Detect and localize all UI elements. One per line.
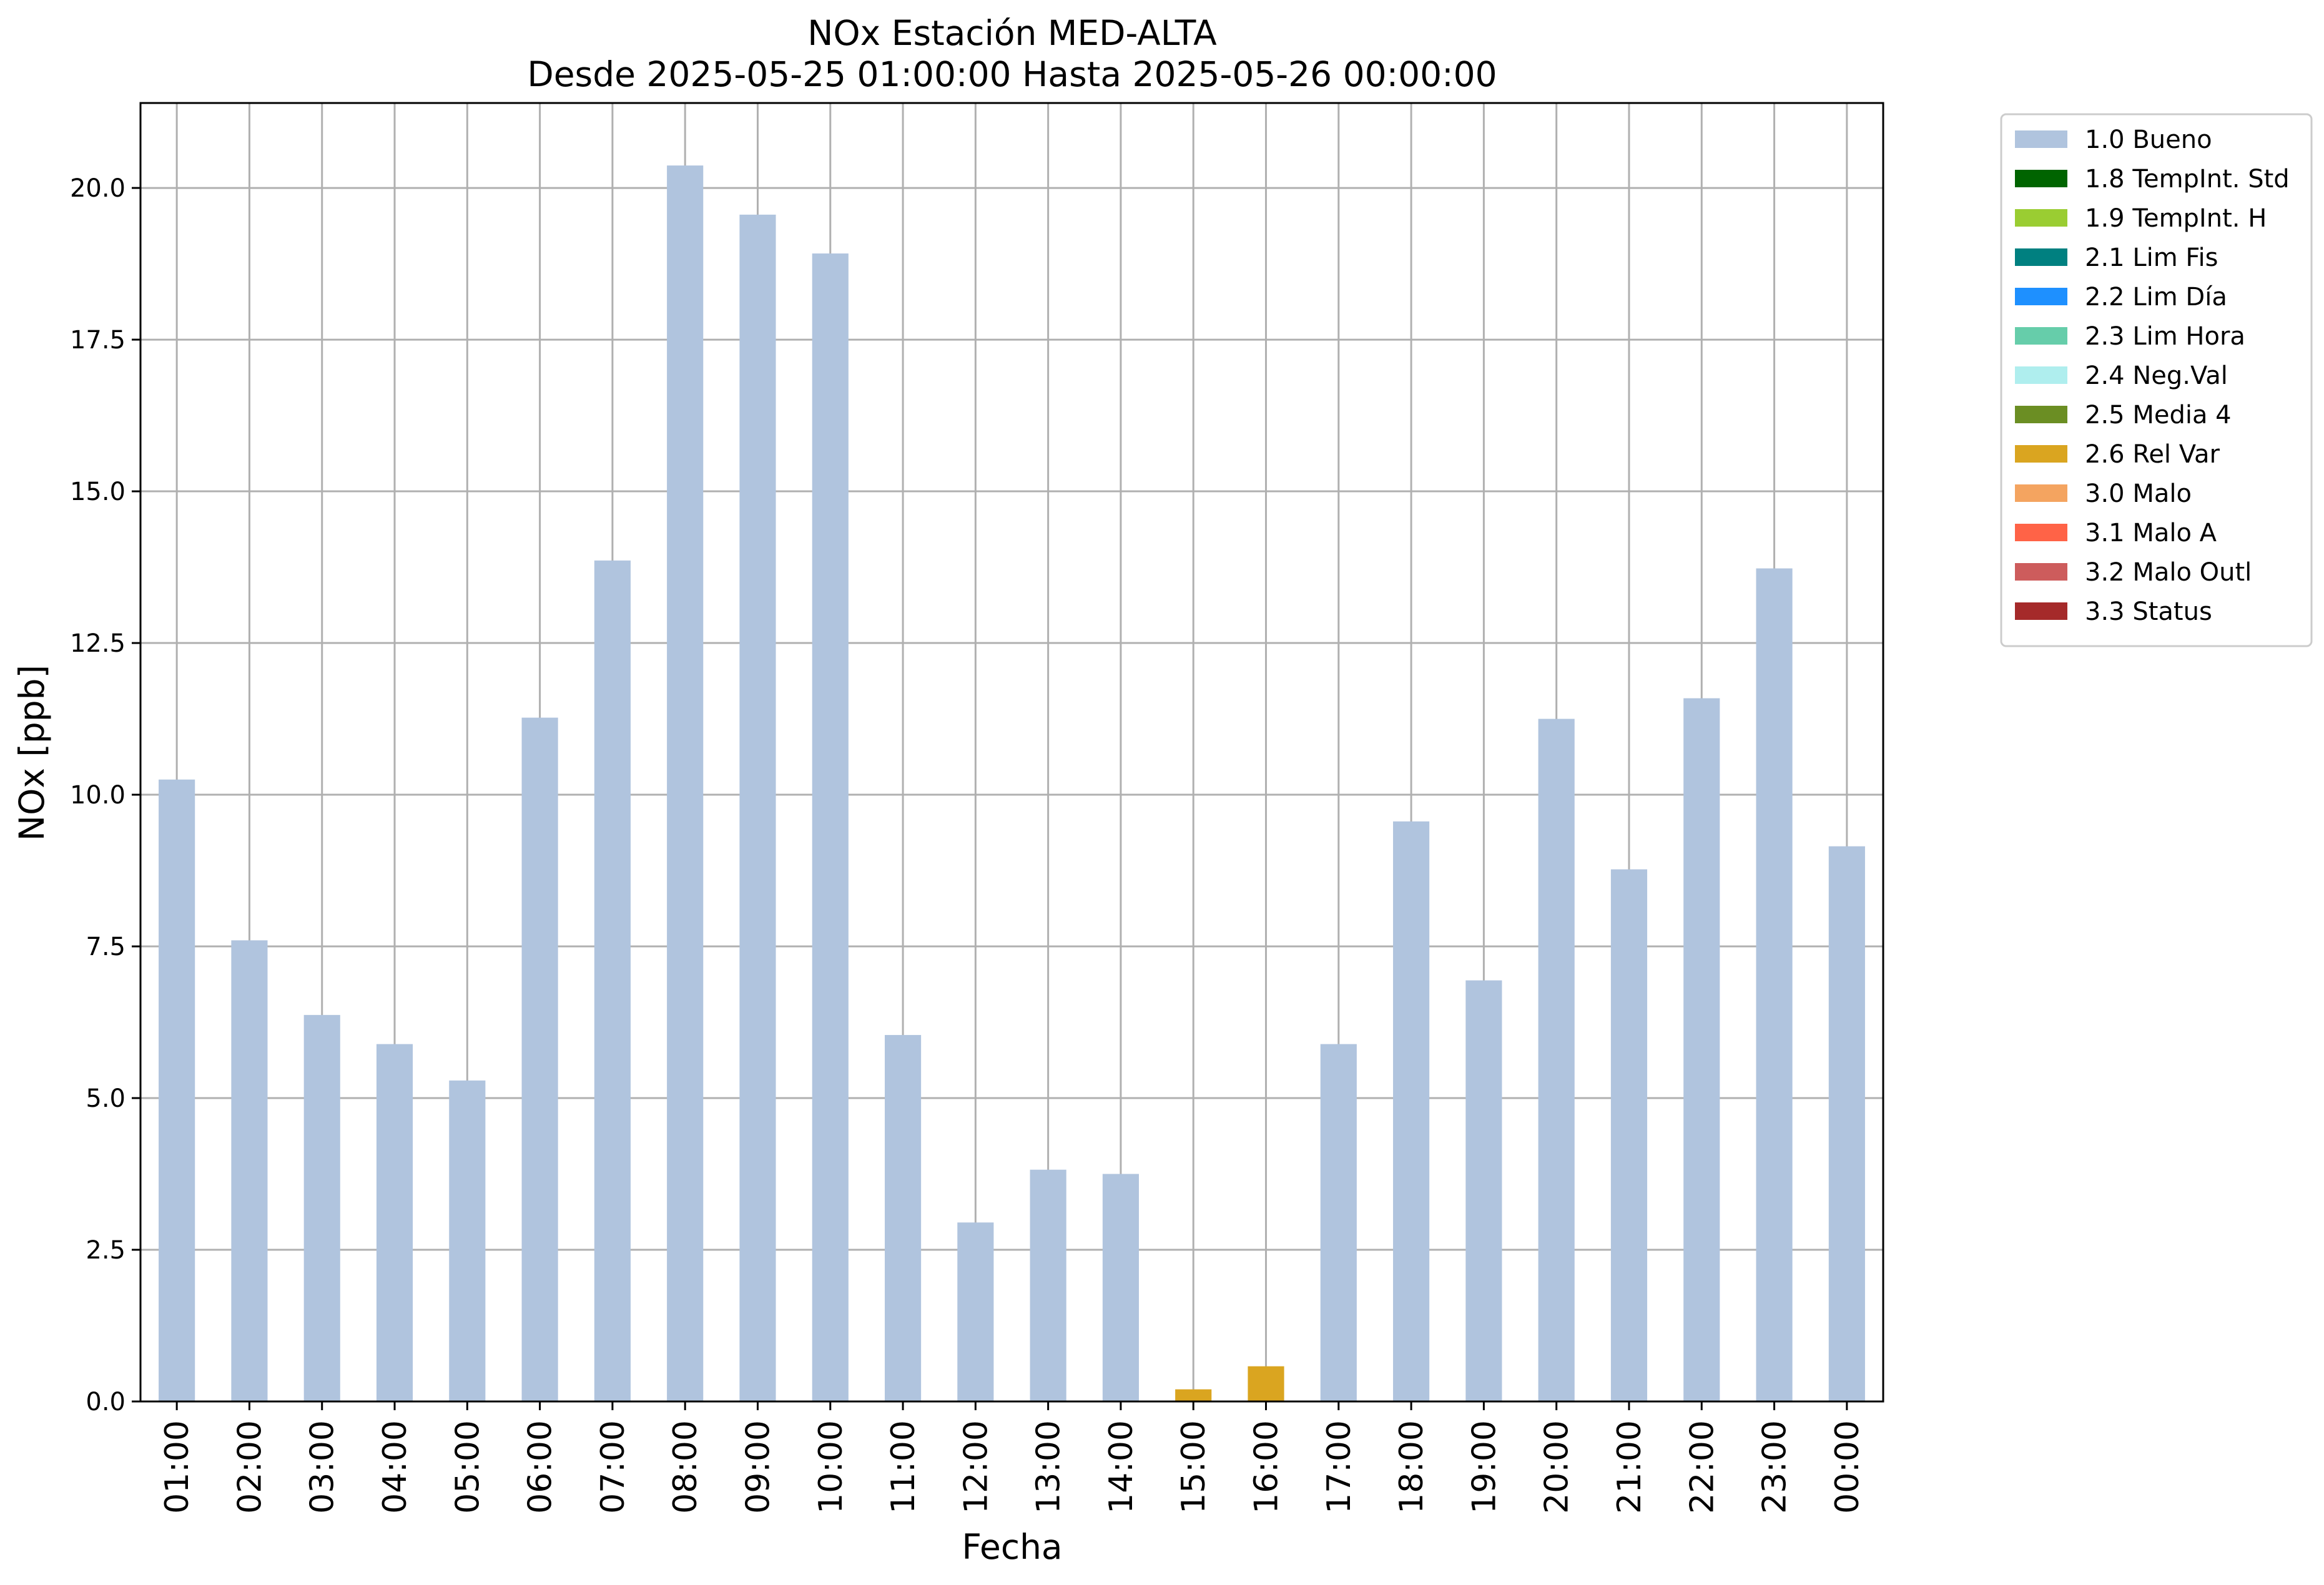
x-tick-label: 16:00 [1248, 1420, 1286, 1514]
legend-entry: 1.0 Bueno [2085, 125, 2212, 154]
bars [159, 165, 1865, 1402]
x-tick-label: 13:00 [1030, 1420, 1068, 1514]
legend-entry: 2.5 Media 4 [2085, 401, 2232, 429]
y-axis-ticks: 0.0 2.5 5.0 7.5 10.0 12.5 15.0 17.5 20.0 [70, 174, 140, 1416]
legend-swatch [2015, 288, 2067, 305]
bar-1100 [884, 1034, 922, 1401]
bar-0400 [376, 1044, 413, 1401]
bar-1200 [957, 1222, 994, 1401]
bar-1700 [1320, 1044, 1357, 1401]
x-tick-label: 03:00 [304, 1420, 342, 1514]
bar-0100 [159, 779, 195, 1401]
bar-0900 [739, 214, 776, 1402]
x-axis-ticks: 01:00 02:00 03:00 04:00 05:00 06:00 07:00 08:00… [159, 1401, 1866, 1514]
x-tick-label: 06:00 [522, 1420, 559, 1514]
legend: 1.0 Bueno 1.8 TempInt. Std 1.9 TempInt. H 2… [2000, 113, 2313, 647]
x-tick-label: 00:00 [1829, 1420, 1866, 1514]
legend-swatch [2015, 563, 2067, 581]
y-tick-label: 7.5 [86, 933, 126, 961]
legend-entry: 2.2 Lim Día [2085, 283, 2227, 312]
bar-1000 [812, 253, 849, 1401]
x-tick-label: 08:00 [667, 1420, 704, 1514]
legend-swatch [2015, 327, 2067, 345]
legend-entry: 2.1 Lim Fis [2085, 243, 2218, 272]
x-tick-label: 21:00 [1611, 1420, 1648, 1514]
legend-entry: 2.4 Neg.Val [2085, 361, 2228, 390]
x-tick-label: 07:00 [594, 1420, 632, 1514]
legend-frame [2000, 113, 2313, 647]
legend-swatch [2015, 602, 2067, 620]
bar-0700 [594, 560, 631, 1401]
legend-swatch [2015, 524, 2067, 541]
legend-swatch [2015, 406, 2067, 423]
bar-1500 [1175, 1389, 1212, 1401]
legend-entry: 3.3 Status [2085, 597, 2212, 626]
bar-1900 [1465, 980, 1502, 1401]
bar-2000 [1538, 719, 1575, 1401]
legend-entry: 3.1 Malo A [2085, 519, 2217, 547]
bar-0200 [231, 940, 268, 1401]
legend-swatch [2015, 366, 2067, 384]
bar-1800 [1393, 821, 1430, 1401]
legend-entry: 3.0 Malo [2085, 479, 2192, 508]
bar-0300 [303, 1014, 340, 1401]
y-tick-label: 10.0 [70, 781, 126, 810]
legend-entry: 2.3 Lim Hora [2085, 322, 2245, 351]
x-tick-label: 05:00 [449, 1420, 486, 1514]
x-tick-label: 02:00 [231, 1420, 268, 1514]
y-tick-label: 12.5 [70, 629, 126, 658]
x-tick-label: 09:00 [739, 1420, 777, 1514]
x-axis-label: Fecha [962, 1527, 1062, 1567]
chart-title: NOx Estación MED-ALTA [807, 13, 1217, 53]
y-axis-label: NOx [ppb] [12, 665, 52, 841]
legend-swatch [2015, 209, 2067, 227]
legend-entry: 3.2 Malo Outl [2085, 558, 2252, 587]
x-tick-label: 15:00 [1175, 1420, 1213, 1514]
bar-0600 [521, 717, 558, 1401]
bar-1300 [1030, 1169, 1066, 1401]
legend-swatch [2015, 248, 2067, 266]
x-tick-label: 19:00 [1465, 1420, 1503, 1514]
plot-frame [139, 102, 1884, 1403]
x-tick-label: 10:00 [812, 1420, 850, 1514]
y-tick-label: 20.0 [70, 174, 126, 203]
bar-0500 [449, 1080, 486, 1401]
legend-entry: 2.6 Rel Var [2085, 440, 2220, 469]
y-tick-label: 2.5 [86, 1236, 126, 1265]
x-tick-label: 22:00 [1683, 1420, 1721, 1514]
x-tick-label: 18:00 [1393, 1420, 1430, 1514]
x-tick-label: 23:00 [1756, 1420, 1794, 1514]
legend-swatch [2015, 170, 2067, 187]
y-tick-label: 17.5 [70, 326, 126, 355]
y-tick-label: 5.0 [86, 1084, 126, 1113]
x-tick-label: 12:00 [957, 1420, 995, 1514]
bar-0000 [1828, 846, 1865, 1401]
y-tick-label: 0.0 [86, 1388, 126, 1416]
x-tick-label: 04:00 [377, 1420, 414, 1514]
legend-entry: 1.9 TempInt. H [2085, 204, 2267, 233]
x-tick-label: 20:00 [1539, 1420, 1576, 1514]
y-tick-label: 15.0 [70, 478, 126, 506]
legend-swatch [2015, 130, 2067, 148]
legend-swatch [2015, 484, 2067, 502]
x-tick-label: 11:00 [885, 1420, 922, 1514]
bar-2200 [1683, 698, 1720, 1401]
bar-1400 [1102, 1174, 1140, 1401]
x-tick-label: 01:00 [159, 1420, 196, 1514]
x-tick-label: 14:00 [1103, 1420, 1140, 1514]
bar-1600 [1248, 1366, 1284, 1401]
bar-2100 [1610, 869, 1648, 1401]
chart-subtitle: Desde 2025-05-25 01:00:00 Hasta 2025-05-… [527, 54, 1497, 94]
bar-2300 [1756, 568, 1793, 1401]
legend-swatch [2015, 445, 2067, 463]
legend-entry: 1.8 TempInt. Std [2085, 165, 2290, 194]
x-tick-label: 17:00 [1321, 1420, 1358, 1514]
bar-0800 [667, 165, 704, 1401]
